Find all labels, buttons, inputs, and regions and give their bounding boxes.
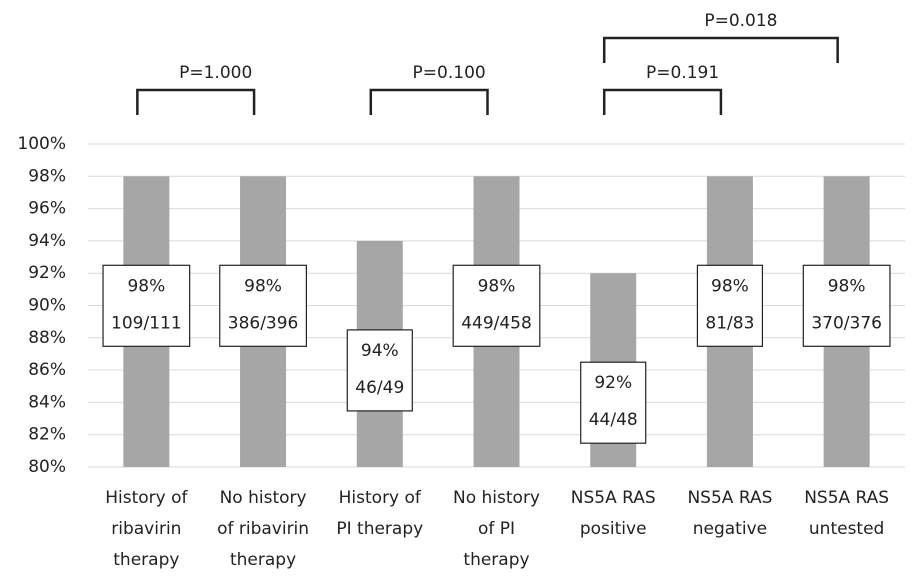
x-tick-label: NS5A RAS: [687, 488, 772, 508]
y-tick-label: 96%: [28, 199, 66, 219]
y-tick-label: 82%: [28, 425, 66, 445]
comparison-bracket: [369, 88, 489, 115]
data-label: 94%: [361, 341, 399, 361]
y-tick-label: 90%: [28, 296, 66, 316]
fraction-label: 370/376: [811, 313, 882, 333]
comparison-bracket: [136, 88, 256, 115]
p-value: P=0.018: [704, 11, 777, 31]
data-label-box: [102, 264, 191, 347]
data-label: 98%: [711, 276, 749, 296]
x-tick-label: History of: [339, 488, 422, 508]
y-tick-label: 100%: [17, 134, 66, 154]
fraction-label: 449/458: [461, 313, 532, 333]
data-label: 98%: [127, 276, 165, 296]
p-value: P=1.000: [179, 63, 252, 83]
data-label-box: [346, 329, 413, 412]
x-tick-label: of ribavirin: [217, 519, 309, 539]
x-tick-label: PI therapy: [336, 519, 423, 539]
data-label: 98%: [244, 276, 282, 296]
data-label-box: [452, 264, 541, 347]
x-tick-label: therapy: [113, 550, 179, 570]
x-tick-label: ribavirin: [111, 519, 181, 539]
fraction-label: 44/48: [589, 410, 638, 430]
data-label-box: [580, 361, 647, 444]
x-tick-label: of PI: [478, 519, 515, 539]
fraction-label: 46/49: [355, 378, 404, 398]
fraction-label: 109/111: [111, 313, 182, 333]
y-tick-label: 94%: [28, 231, 66, 251]
y-tick-label: 86%: [28, 360, 66, 380]
y-tick-label: 92%: [28, 263, 66, 283]
fraction-label: 81/83: [705, 313, 754, 333]
y-tick-label: 88%: [28, 328, 66, 348]
x-tick-label: NS5A RAS: [804, 488, 889, 508]
fraction-label: 386/396: [228, 313, 299, 333]
data-label: 92%: [594, 373, 632, 393]
comparison-bracket: [602, 36, 839, 63]
y-tick-label: 98%: [28, 166, 66, 186]
p-value: P=0.100: [413, 63, 486, 83]
p-value: P=0.191: [646, 63, 719, 83]
data-label: 98%: [478, 276, 516, 296]
x-tick-label: No history: [220, 488, 307, 508]
y-tick-label: 80%: [28, 457, 66, 477]
data-label-box: [802, 264, 891, 347]
x-tick-label: therapy: [230, 550, 296, 570]
data-label: 98%: [828, 276, 866, 296]
x-tick-label: NS5A RAS: [571, 488, 656, 508]
x-tick-label: therapy: [463, 550, 529, 570]
comparison-bracket: [602, 88, 723, 115]
x-tick-label: untested: [809, 519, 884, 539]
x-tick-label: positive: [580, 519, 647, 539]
x-tick-label: History of: [105, 488, 188, 508]
y-tick-label: 84%: [28, 392, 66, 412]
data-label-box: [219, 264, 307, 347]
data-label-box: [696, 264, 764, 347]
x-tick-label: negative: [693, 519, 767, 539]
x-tick-label: No history: [453, 488, 540, 508]
